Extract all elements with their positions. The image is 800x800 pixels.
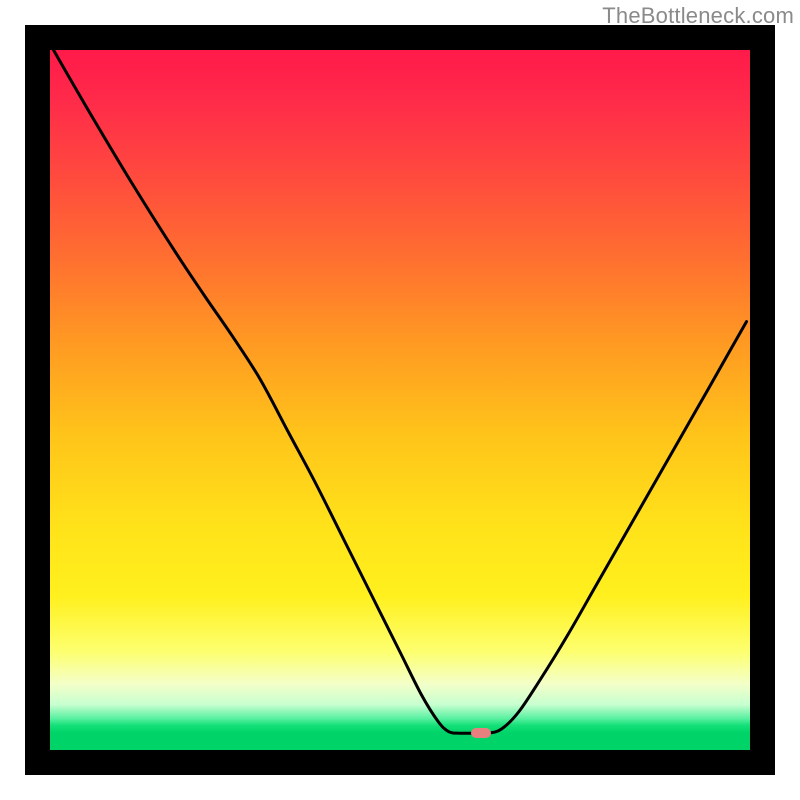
plot-curve-svg [25,25,775,775]
bottleneck-curve [54,50,747,734]
optimal-marker [471,728,491,738]
chart-frame: TheBottleneck.com [0,0,800,800]
